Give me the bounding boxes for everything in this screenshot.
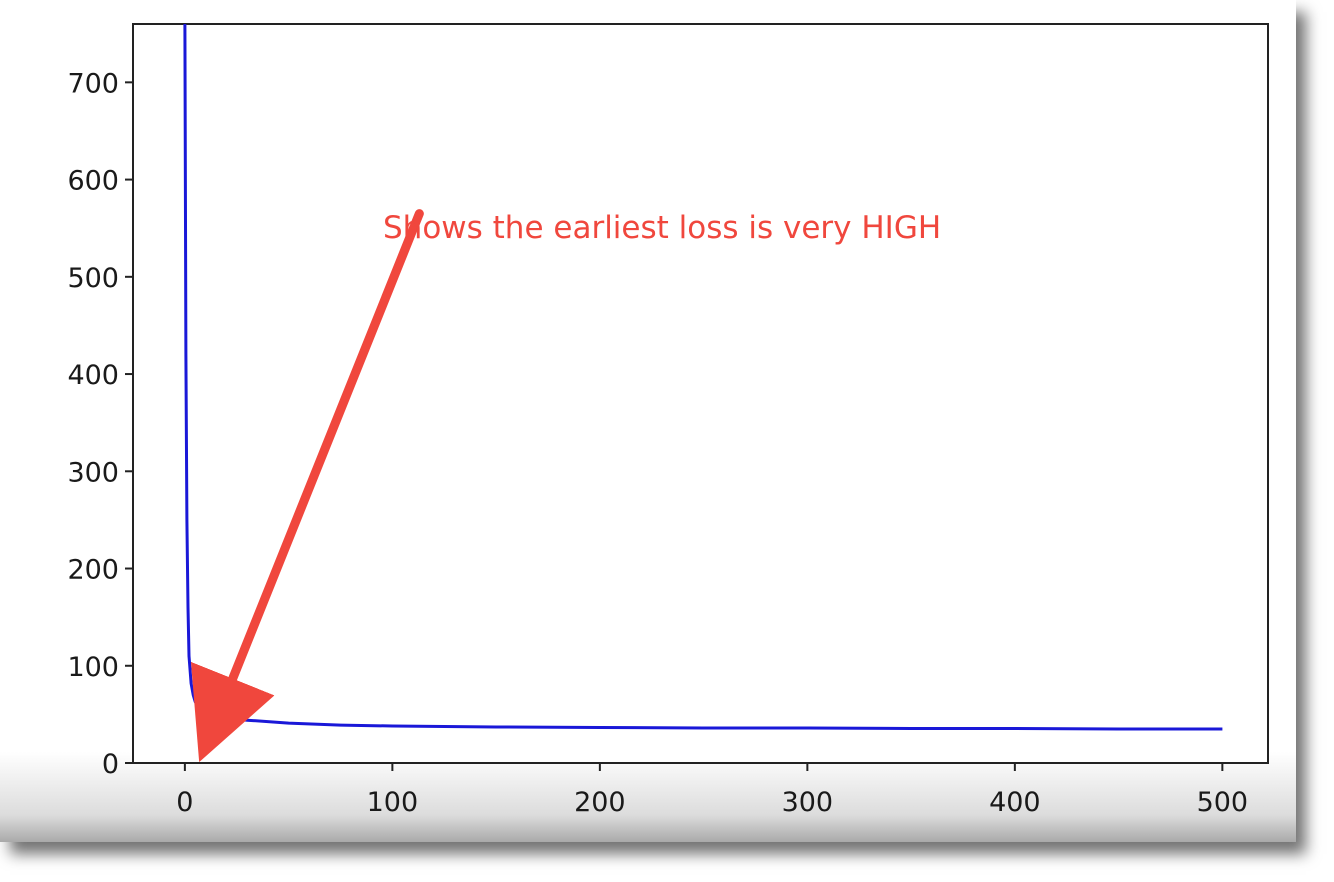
annotation-text: Shows the earliest loss is very HIGH (383, 210, 941, 246)
annotation-arrow (190, 209, 424, 763)
y-ticks: 0 100 200 300 400 500 600 700 (67, 68, 133, 780)
y-tick-label: 200 (67, 555, 119, 586)
x-tick-label: 400 (989, 787, 1041, 818)
annotation: Shows the earliest loss is very HIGH (190, 209, 941, 763)
x-tick-label: 0 (176, 787, 193, 818)
y-tick-label: 100 (67, 652, 119, 683)
plot-area (132, 23, 1269, 764)
y-tick-label: 700 (67, 68, 119, 99)
card-fade (0, 752, 1296, 842)
y-tick-label: 300 (67, 457, 119, 488)
x-tick-label: 300 (782, 787, 834, 818)
y-tick-label: 600 (67, 166, 119, 197)
x-tick-label: 100 (367, 787, 419, 818)
x-ticks: 0 100 200 300 400 500 (176, 763, 1248, 818)
x-tick-label: 500 (1197, 787, 1249, 818)
y-tick-label: 0 (102, 749, 119, 780)
y-tick-label: 400 (67, 360, 119, 391)
y-tick-label: 500 (67, 263, 119, 294)
x-tick-label: 200 (574, 787, 626, 818)
